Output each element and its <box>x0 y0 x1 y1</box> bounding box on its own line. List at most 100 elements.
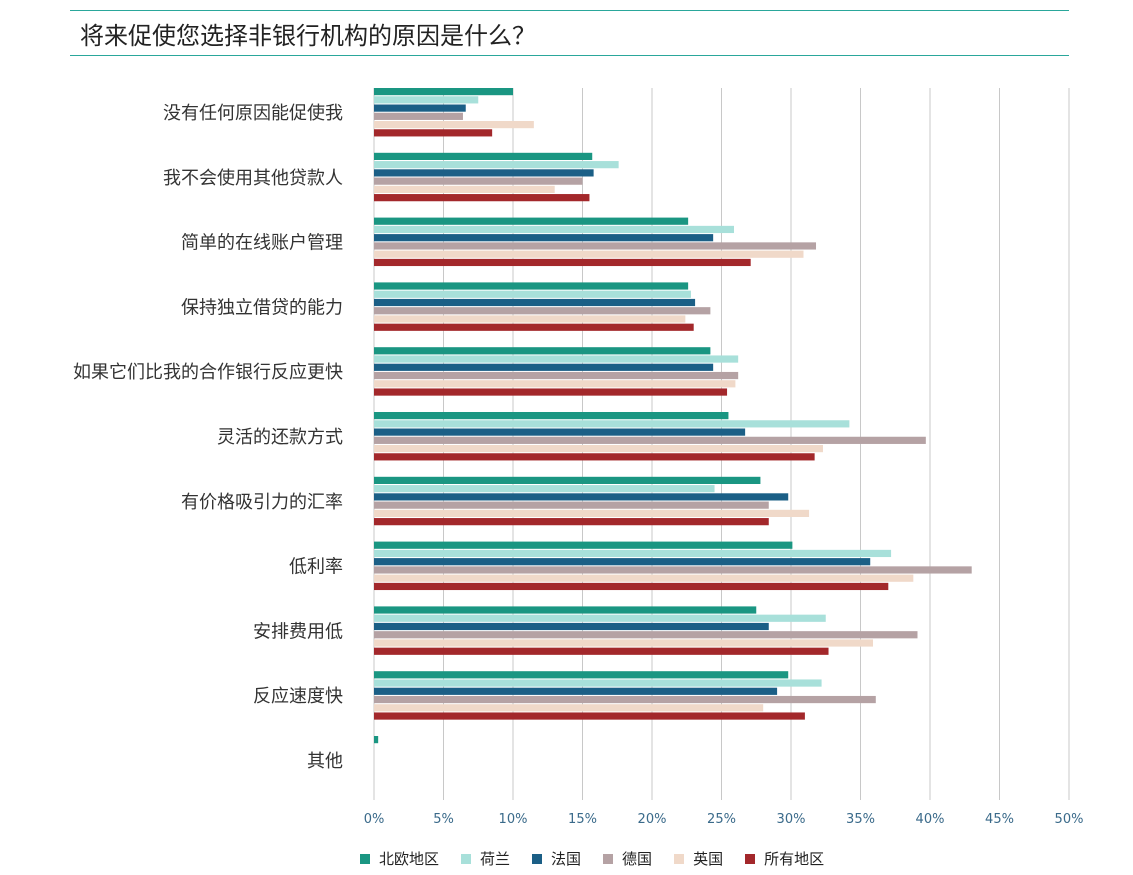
bar <box>374 371 739 380</box>
bar <box>374 96 479 104</box>
bar-series <box>374 88 972 744</box>
bar <box>374 194 590 202</box>
bar <box>374 290 691 298</box>
category-label: 反应速度快 <box>253 686 343 707</box>
legend-item: 所有地区 <box>745 848 824 869</box>
bar <box>374 88 513 96</box>
bar <box>374 250 804 258</box>
bar <box>374 323 694 331</box>
bar <box>374 493 789 501</box>
bar <box>374 412 729 420</box>
x-tick-label: 40% <box>916 812 945 827</box>
category-label: 简单的在线账户管理 <box>181 233 343 254</box>
legend-label: 北欧地区 <box>379 850 440 868</box>
legend-label: 荷兰 <box>480 850 511 868</box>
bar <box>374 574 914 582</box>
bar <box>374 606 757 614</box>
bar <box>374 161 619 169</box>
legend-item: 英国 <box>674 848 723 869</box>
legend-label: 所有地区 <box>764 850 825 868</box>
bar <box>374 315 686 323</box>
legend-swatch <box>745 853 756 864</box>
x-tick-label: 45% <box>985 812 1014 827</box>
bar <box>374 445 823 453</box>
category-label: 安排费用低 <box>253 621 343 642</box>
bar <box>374 347 711 355</box>
category-label: 有价格吸引力的汇率 <box>181 492 343 513</box>
bar <box>374 679 822 687</box>
category-label: 低利率 <box>289 557 343 578</box>
category-label: 其他 <box>307 751 343 772</box>
category-label: 保持独立借贷的能力 <box>181 297 343 318</box>
category-label: 如果它们比我的合作银行反应更快 <box>73 362 343 383</box>
x-tick-label: 50% <box>1055 812 1084 827</box>
legend-item: 荷兰 <box>461 848 510 869</box>
x-tick-label: 20% <box>638 812 667 827</box>
x-tick-label: 5% <box>433 812 454 827</box>
bar <box>374 388 728 396</box>
bar <box>374 104 466 112</box>
legend-swatch <box>603 853 614 864</box>
legend-swatch <box>532 853 543 864</box>
x-tick-label: 35% <box>846 812 875 827</box>
legend-label: 德国 <box>622 850 653 868</box>
chart-legend: 北欧地区 荷兰 法国 德国 英国 所有地区 <box>360 848 846 869</box>
bar <box>374 217 689 225</box>
bar-chart: 没有任何原因能促使我我不会使用其他贷款人简单的在线账户管理保持独立借贷的能力如果… <box>73 88 1084 827</box>
bar <box>374 736 379 744</box>
x-tick-label: 25% <box>707 812 736 827</box>
bar <box>374 420 850 428</box>
legend-item: 德国 <box>603 848 652 869</box>
bar <box>374 225 735 234</box>
bar <box>374 639 874 647</box>
bar <box>374 363 714 371</box>
bar <box>374 169 594 177</box>
bar <box>374 695 876 704</box>
x-axis-ticks: 0% 5% 10% 15% 20% 25% 30% 35% 40% 45% 50% <box>364 812 1084 827</box>
bar <box>374 622 769 631</box>
bar <box>374 152 593 160</box>
bar <box>374 121 534 129</box>
title-top-rule <box>70 10 1069 11</box>
legend-label: 英国 <box>693 850 724 868</box>
bar <box>374 177 583 185</box>
bar <box>374 614 826 622</box>
bar <box>374 518 769 526</box>
bar <box>374 501 769 509</box>
bar <box>374 541 793 549</box>
legend-swatch <box>461 853 472 864</box>
bar <box>374 234 714 242</box>
bar <box>374 549 892 558</box>
bar <box>374 509 810 517</box>
legend-label: 法国 <box>551 850 582 868</box>
category-label: 我不会使用其他贷款人 <box>163 168 343 189</box>
bar <box>374 712 805 720</box>
bar <box>374 307 711 315</box>
bar <box>374 185 555 193</box>
page-title: 将来促使您选择非银行机构的原因是什么？ <box>80 22 536 50</box>
bar <box>374 129 493 137</box>
legend-item: 北欧地区 <box>360 848 439 869</box>
x-tick-label: 0% <box>364 812 385 827</box>
bar <box>374 704 764 712</box>
bar <box>374 242 817 250</box>
bar <box>374 453 815 461</box>
bar <box>374 436 926 444</box>
bar <box>374 687 778 695</box>
x-tick-label: 10% <box>499 812 528 827</box>
bar <box>374 298 696 307</box>
bar <box>374 112 463 120</box>
x-tick-label: 30% <box>777 812 806 827</box>
category-label: 灵活的还款方式 <box>217 427 343 448</box>
title-bottom-rule <box>70 55 1069 56</box>
bar <box>374 476 761 484</box>
bar <box>374 428 746 436</box>
bar <box>374 258 751 267</box>
category-label: 没有任何原因能促使我 <box>163 103 343 124</box>
legend-item: 法国 <box>532 848 581 869</box>
bar <box>374 647 829 655</box>
bar <box>374 282 689 290</box>
bar <box>374 582 889 591</box>
bar <box>374 671 789 679</box>
x-tick-label: 15% <box>568 812 597 827</box>
